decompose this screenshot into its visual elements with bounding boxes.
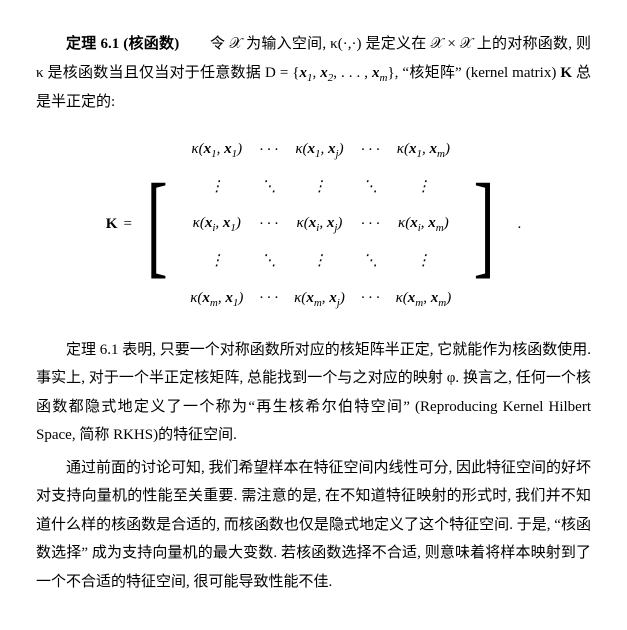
theorem-close: }, “核矩阵” (kernel matrix) [387, 65, 560, 81]
matrix-period: . [517, 210, 521, 239]
left-bracket-icon: [ [147, 167, 168, 282]
theorem-x1: x [300, 65, 308, 81]
paragraph-rkhs: 定理 6.1 表明, 只要一个对称函数所对应的核矩阵半正定, 它就能作为核函数使… [36, 336, 591, 450]
theorem-statement: 定理 6.1 (核函数) 令 𝒳 为输入空间, κ(·,·) 是定义在 𝒳 × … [36, 30, 591, 117]
kernel-matrix: κ(x1, x1) · · · κ(x1, xj) · · · κ(x1, xm… [182, 131, 459, 318]
matrix-equals: = [123, 210, 131, 239]
theorem-comma2: , . . . , [333, 65, 372, 81]
theorem-bold-k: K [560, 65, 572, 81]
matrix-lhs-k: K [106, 210, 118, 239]
right-bracket-icon: ] [474, 167, 495, 282]
theorem-label: 定理 6.1 (核函数) [66, 36, 179, 52]
theorem-xm: x [372, 65, 380, 81]
theorem-x2: x [320, 65, 328, 81]
kernel-matrix-equation: K = [ κ(x1, x1) · · · κ(x1, xj) · · · κ(… [36, 131, 591, 318]
paragraph-kernel-choice: 通过前面的讨论可知, 我们希望样本在特征空间内线性可分, 因此特征空间的好坏对支… [36, 454, 591, 597]
